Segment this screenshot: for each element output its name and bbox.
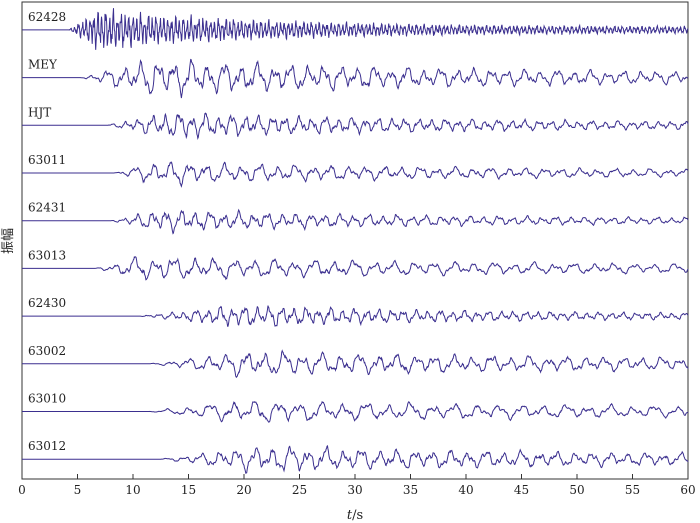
waveform-trace bbox=[22, 58, 689, 99]
x-tick-label: 35 bbox=[403, 483, 418, 497]
x-tick-label: 10 bbox=[125, 483, 140, 497]
x-tick-label: 0 bbox=[18, 483, 26, 497]
station-label: 63011 bbox=[28, 153, 66, 167]
waveform-trace bbox=[22, 112, 689, 141]
waveform-traces bbox=[22, 8, 689, 474]
y-axis-title: 振幅 bbox=[1, 228, 16, 254]
station-label: MEY bbox=[28, 58, 58, 72]
station-label: 63012 bbox=[28, 439, 66, 453]
x-tick-label: 55 bbox=[625, 483, 640, 497]
x-axis-title-variable: t bbox=[347, 508, 353, 523]
waveform-trace bbox=[22, 444, 689, 474]
waveform-trace bbox=[22, 349, 689, 378]
station-label: 63013 bbox=[28, 248, 66, 262]
waveform-trace bbox=[22, 8, 689, 50]
station-label: 63002 bbox=[28, 344, 66, 358]
station-label: 62428 bbox=[28, 10, 66, 24]
x-tick-label: 15 bbox=[181, 483, 196, 497]
station-label: 63010 bbox=[28, 391, 66, 405]
x-tick-label: 30 bbox=[347, 483, 362, 497]
x-tick-label: 45 bbox=[514, 483, 529, 497]
x-tick-label: 50 bbox=[569, 483, 584, 497]
x-tick-label: 5 bbox=[74, 483, 82, 497]
x-axis-title: t/s bbox=[347, 508, 363, 523]
x-tick-label: 20 bbox=[236, 483, 251, 497]
x-axis-title-unit: /s bbox=[352, 508, 363, 523]
station-label: HJT bbox=[28, 105, 51, 119]
waveform-trace bbox=[22, 208, 689, 235]
x-tick-label: 40 bbox=[458, 483, 473, 497]
waveform-trace bbox=[22, 161, 689, 188]
waveform-trace bbox=[22, 400, 689, 423]
x-tick-label: 60 bbox=[680, 483, 695, 497]
x-axis: 0 5 10 15 20 25 30 35 40 45 50 55 60 bbox=[18, 474, 696, 497]
waveform-trace bbox=[22, 305, 689, 328]
x-tick-label: 25 bbox=[292, 483, 307, 497]
waveform-trace bbox=[22, 256, 689, 281]
station-label: 62430 bbox=[28, 296, 66, 310]
station-labels: 62428 MEY HJT 63011 62431 63013 62430 63002 6301… bbox=[28, 10, 66, 453]
station-label: 62431 bbox=[28, 201, 66, 215]
